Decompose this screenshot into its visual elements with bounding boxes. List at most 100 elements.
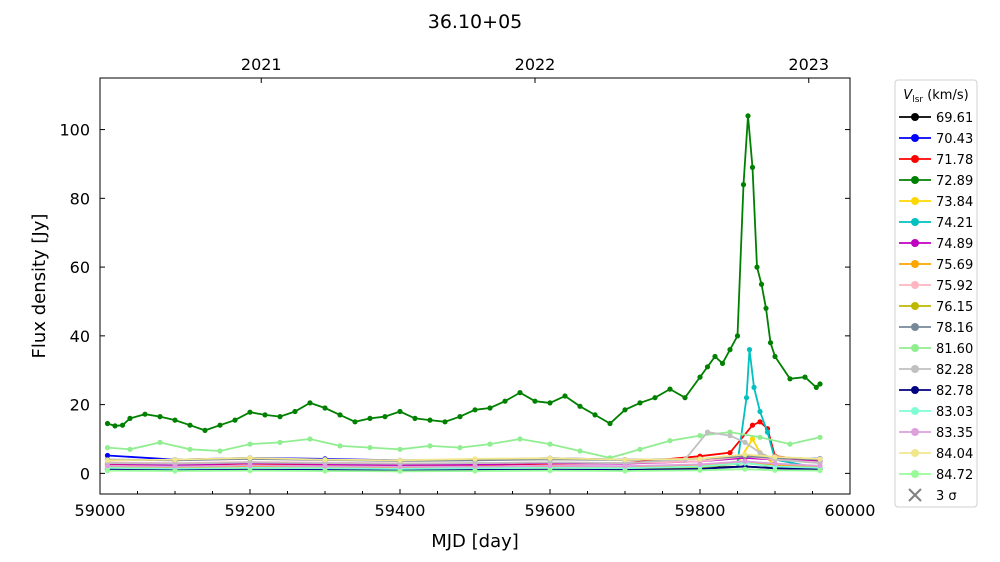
y-tick-label: 60 <box>70 258 90 277</box>
data-point <box>757 408 763 415</box>
data-point <box>472 463 478 470</box>
legend-label: 75.69 <box>936 258 973 273</box>
legend-label: 69.61 <box>936 111 973 126</box>
data-point <box>682 395 688 401</box>
data-point <box>746 347 753 353</box>
data-point <box>104 463 111 469</box>
data-point <box>104 468 111 474</box>
data-point <box>817 456 823 462</box>
data-point <box>517 436 523 442</box>
data-point <box>592 412 598 418</box>
data-point <box>787 441 793 447</box>
data-point <box>727 347 733 353</box>
legend-label: 76.15 <box>936 300 973 315</box>
data-point <box>697 374 703 380</box>
legend-marker <box>911 365 919 373</box>
data-point <box>337 443 343 449</box>
legend-item-82.28: 82.28 <box>899 363 973 378</box>
data-point <box>292 408 298 415</box>
data-point <box>247 409 253 415</box>
data-point <box>382 414 388 420</box>
data-point <box>577 448 583 454</box>
legend-item-72.89: 72.89 <box>899 174 973 189</box>
x-tick-label: 60000 <box>825 501 876 520</box>
legend-box <box>894 79 978 508</box>
data-point <box>277 439 283 445</box>
data-point <box>322 463 328 469</box>
legend-item-74.89: 74.89 <box>899 237 973 252</box>
legend-label: 70.43 <box>936 132 973 147</box>
data-point <box>712 353 718 360</box>
legend-item-69.61: 69.61 <box>899 111 973 126</box>
data-point <box>727 433 733 439</box>
data-point <box>704 429 711 435</box>
data-point <box>427 443 433 449</box>
legend-label: 71.78 <box>936 153 973 168</box>
y-tick-label: 40 <box>70 327 90 346</box>
data-point <box>734 333 741 339</box>
data-point <box>772 454 778 460</box>
y-axis-title: Flux density [Jy] <box>29 214 50 359</box>
data-point <box>502 398 508 404</box>
series-83.35 <box>104 458 823 470</box>
legend-label: 83.35 <box>936 426 973 441</box>
legend-item-84.72: 84.72 <box>899 468 973 483</box>
series-81.60 <box>104 429 823 461</box>
legend-label: 75.92 <box>936 279 973 294</box>
data-point <box>322 405 328 411</box>
data-point <box>157 414 163 420</box>
data-point <box>104 420 111 427</box>
plot-background <box>100 78 850 494</box>
data-point <box>817 468 823 474</box>
top-tick-label: 2021 <box>241 55 282 74</box>
x-tick-label: 59000 <box>75 501 126 520</box>
data-point <box>667 386 673 392</box>
y-tick-label: 100 <box>59 121 90 140</box>
data-point <box>172 417 178 423</box>
legend-title: Vlsr (km/s) <box>903 88 968 105</box>
series-72.89 <box>104 113 823 433</box>
data-point <box>104 457 111 463</box>
chart-title: 36.10+05 <box>428 11 523 33</box>
series-line-83.35 <box>107 460 821 468</box>
legend-label-sigma: 3 σ <box>936 489 957 504</box>
data-point <box>817 463 823 469</box>
legend-marker <box>911 155 919 163</box>
series-line-84.72 <box>107 468 821 473</box>
data-point <box>772 353 778 360</box>
data-point <box>307 400 313 406</box>
data-point <box>442 419 448 425</box>
data-point <box>763 305 769 311</box>
legend-marker <box>911 407 919 415</box>
series-line-83.03 <box>107 462 821 470</box>
plot-area: 59000 59200 59400 59600 59800 60000 0 20 40 60 80 1… <box>59 55 875 520</box>
y-tick-label: 20 <box>70 396 90 415</box>
data-point <box>112 423 118 429</box>
data-point <box>562 393 568 399</box>
legend-label: 84.72 <box>936 468 973 483</box>
legend-label: 73.84 <box>936 195 973 210</box>
legend-item-70.43: 70.43 <box>899 132 973 147</box>
data-point <box>817 434 823 440</box>
legend-marker <box>911 449 919 457</box>
data-point <box>232 417 238 423</box>
data-point <box>767 340 774 346</box>
legend-label: 74.89 <box>936 237 973 252</box>
data-point <box>577 403 583 409</box>
data-point <box>697 467 703 473</box>
data-point <box>697 433 703 439</box>
data-point <box>217 422 223 428</box>
series-line-84.04 <box>107 453 821 462</box>
data-point <box>787 376 793 382</box>
legend-label: 81.60 <box>936 342 973 357</box>
data-point <box>813 384 819 390</box>
data-point <box>397 464 403 470</box>
data-point <box>427 417 433 423</box>
data-point <box>745 113 751 119</box>
data-point <box>247 468 253 474</box>
data-point <box>751 384 757 390</box>
legend-item-82.78: 82.78 <box>899 384 973 399</box>
legend-label: 72.89 <box>936 174 973 189</box>
data-point <box>172 457 178 463</box>
top-tick-label: 2023 <box>788 55 829 74</box>
